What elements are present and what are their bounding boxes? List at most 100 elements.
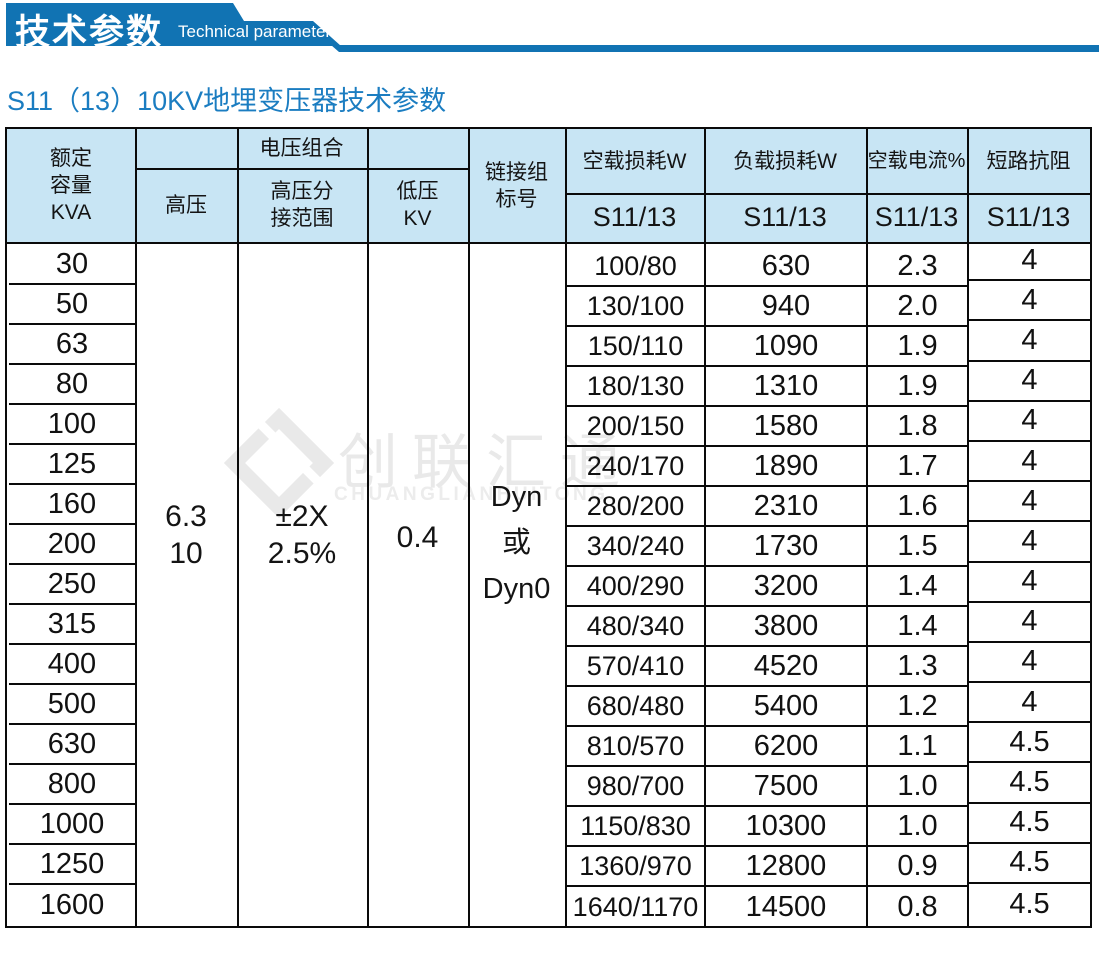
cell-impedance-row13: 4.5	[969, 723, 1090, 764]
grid-vline	[866, 129, 868, 926]
subheader-s11-13: S11/13	[986, 202, 1071, 232]
cell-load-loss-row2: 940	[706, 287, 866, 327]
cell-load-loss-row10: 3800	[706, 607, 866, 647]
cell-impedance-row8: 4	[969, 522, 1090, 563]
cell-no-load-loss-row16: 1360/970	[567, 847, 704, 887]
cell-no-load-loss-row9: 400/290	[567, 567, 704, 607]
cell-load-loss-row13: 6200	[706, 727, 866, 767]
banner-title-cn: 技术参数	[15, 13, 164, 52]
cell-kva-row5: 100	[9, 405, 135, 445]
cell-kva-row3: 63	[9, 325, 135, 365]
grid-vline	[565, 129, 567, 926]
cell-impedance-row7: 4	[969, 482, 1090, 523]
header-rated-capacity: 额定 容量 KVA	[50, 147, 92, 224]
cell-impedance-row16: 4.5	[969, 844, 1090, 884]
cell-kva-row15: 1000	[9, 805, 135, 845]
merged-hv-tap-range-value: ±2X 2.5%	[267, 500, 337, 570]
cell-kva-row17: 1600	[39, 888, 105, 921]
cell-no-load-current-row8: 1.5	[868, 527, 967, 567]
cell-load-loss-row16: 12800	[706, 847, 866, 887]
cell-load-loss-row5: 1580	[706, 407, 866, 447]
header-no-load-loss: 空载损耗W	[582, 149, 687, 173]
cell-load-loss-row8: 1730	[706, 527, 866, 567]
cell-kva-row2: 50	[9, 285, 135, 325]
cell-kva-row4: 80	[9, 365, 135, 405]
cell-no-load-current-row3: 1.9	[868, 327, 967, 367]
cell-impedance-row2: 4	[969, 281, 1090, 322]
table-header-background	[7, 129, 1090, 242]
cell-kva-row11: 400	[9, 645, 135, 685]
grid-vline	[704, 129, 706, 926]
cell-no-load-current-row6: 1.7	[868, 447, 967, 487]
cell-no-load-loss-row7: 280/200	[567, 487, 704, 527]
cell-no-load-current-row13: 1.1	[868, 727, 967, 767]
grid-vline	[967, 129, 969, 926]
grid-hline-voltage-combo	[135, 168, 468, 170]
cell-no-load-current-row4: 1.9	[868, 367, 967, 407]
cell-no-load-loss-row3: 150/110	[567, 327, 704, 367]
cell-no-load-loss-row2: 130/100	[567, 287, 704, 327]
cell-load-loss-row11: 4520	[706, 647, 866, 687]
cell-load-loss-row6: 1890	[706, 447, 866, 487]
column-load-loss: 630 940 1090 1310 1580 1890 2310 1730 3200 3800 45…	[706, 247, 866, 927]
grid-vline	[468, 129, 470, 926]
cell-load-loss-row12: 5400	[706, 687, 866, 727]
cell-no-load-current-row12: 1.2	[868, 687, 967, 727]
cell-impedance-row5: 4	[969, 402, 1090, 442]
subheader-s11-13: S11/13	[874, 202, 959, 232]
cell-kva-row14: 800	[9, 765, 135, 805]
column-no-load-current: 2.3 2.0 1.9 1.9 1.8 1.7 1.6 1.5 1.4 1.4 1.3 1.2 1.1 1…	[868, 247, 967, 927]
cell-no-load-loss-row17: 1640/1170	[572, 891, 699, 922]
cell-load-loss-row9: 3200	[706, 567, 866, 607]
cell-no-load-current-row15: 1.0	[868, 807, 967, 847]
cell-kva-row16: 1250	[9, 845, 135, 885]
subheader-s11-13: S11/13	[743, 202, 827, 232]
cell-load-loss-row3: 1090	[706, 327, 866, 367]
cell-impedance-row9: 4	[969, 563, 1090, 603]
cell-no-load-loss-row14: 980/700	[567, 767, 704, 807]
banner-underline	[331, 45, 1099, 52]
cell-no-load-current-row5: 1.8	[868, 407, 967, 447]
cell-load-loss-row14: 7500	[706, 767, 866, 807]
cell-impedance-row11: 4	[969, 643, 1090, 684]
cell-no-load-loss-row11: 570/410	[567, 647, 704, 687]
cell-no-load-current-row9: 1.4	[868, 567, 967, 607]
cell-kva-row6: 125	[9, 445, 135, 485]
cell-no-load-current-row1: 2.3	[868, 247, 967, 287]
grid-vline	[237, 129, 239, 926]
cell-impedance-row6: 4	[969, 442, 1090, 483]
cell-kva-row7: 160	[9, 485, 135, 525]
cell-load-loss-row17: 14500	[745, 890, 827, 923]
grid-vline	[367, 129, 369, 926]
cell-impedance-row12: 4	[969, 683, 1090, 724]
cell-no-load-loss-row15: 1150/830	[567, 807, 704, 847]
cell-kva-row1: 30	[9, 245, 135, 285]
cell-no-load-current-row2: 2.0	[868, 287, 967, 327]
header-load-loss: 负载损耗W	[733, 149, 837, 173]
column-impedance: 4 4 4 4 4 4 4 4 4 4 4 4 4.5 4.5 4.5 4.5 4.5	[969, 241, 1090, 924]
cell-load-loss-row1: 630	[706, 247, 866, 287]
cell-kva-row13: 630	[9, 725, 135, 765]
header-voltage-combination: 电压组合	[259, 137, 344, 160]
column-no-load-loss: 100/80 130/100 150/110 180/130 200/150 240/17…	[567, 247, 704, 927]
header-high-voltage: 高压	[165, 193, 207, 217]
cell-load-loss-row4: 1310	[706, 367, 866, 407]
cell-impedance-row1: 4	[969, 241, 1090, 282]
cell-kva-row10: 315	[9, 605, 135, 645]
cell-kva-row9: 250	[9, 565, 135, 605]
cell-impedance-row4: 4	[969, 362, 1090, 402]
cell-no-load-loss-row13: 810/570	[567, 727, 704, 767]
merged-vector-group-value: Dyn 或 Dyn0	[482, 481, 551, 605]
cell-no-load-loss-row4: 180/130	[567, 367, 704, 407]
cell-no-load-current-row17: 0.8	[897, 890, 938, 923]
cell-impedance-row17: 4.5	[1009, 887, 1050, 920]
cell-no-load-current-row7: 1.6	[868, 487, 967, 527]
cell-impedance-row14: 4.5	[969, 763, 1090, 804]
cell-no-load-loss-row5: 200/150	[567, 407, 704, 447]
grid-vline	[135, 129, 137, 926]
column-rated-capacity: 30 50 63 80 100 125 160 200 250 315 400 500 630 800 10…	[9, 245, 135, 925]
parameters-table: 额定 容量 KVA 电压组合 高压 高压分 接范围 低压 KV 链接组 标号 空…	[5, 127, 1092, 928]
cell-no-load-current-row14: 1.0	[868, 767, 967, 807]
cell-kva-row8: 200	[9, 525, 135, 565]
